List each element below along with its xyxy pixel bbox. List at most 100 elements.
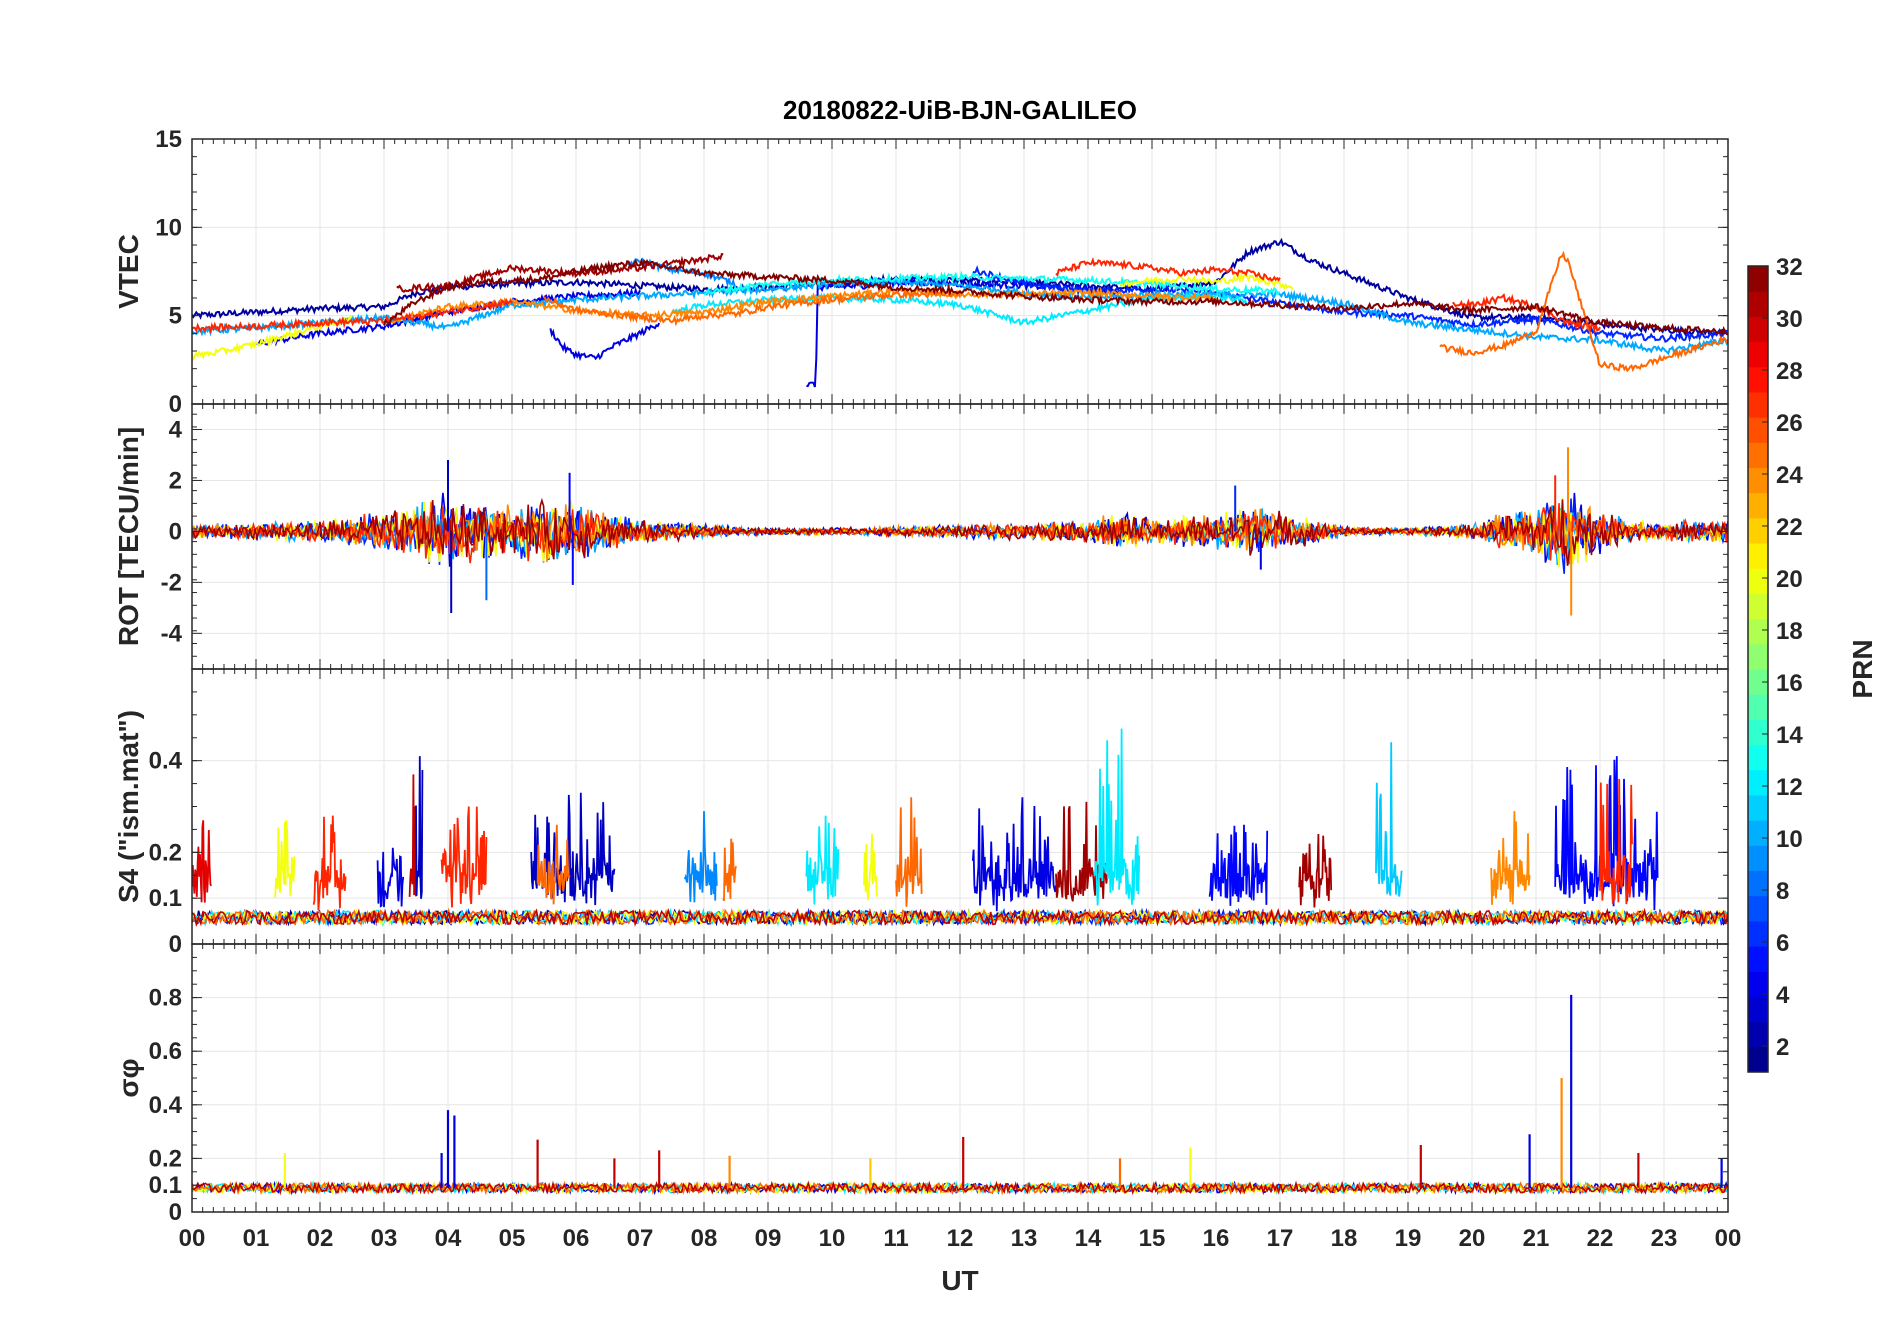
colorbar-segment bbox=[1748, 870, 1768, 897]
colorbar-segment bbox=[1748, 266, 1768, 292]
colorbar-segment bbox=[1748, 492, 1768, 519]
x-tick-label: 14 bbox=[1075, 1225, 1102, 1252]
colorbar-segment bbox=[1748, 366, 1768, 393]
x-tick-label: 21 bbox=[1523, 1225, 1550, 1252]
colorbar-segment bbox=[1748, 467, 1768, 494]
colorbar-segment bbox=[1748, 341, 1768, 368]
colorbar-segment bbox=[1748, 568, 1768, 594]
colorbar-segment bbox=[1748, 744, 1768, 771]
colorbar-segment bbox=[1748, 820, 1768, 846]
y-tick-label: 0.6 bbox=[149, 1038, 182, 1065]
x-tick-label: 09 bbox=[755, 1225, 782, 1252]
x-tick-label: 15 bbox=[1139, 1225, 1166, 1252]
panel-3-series bbox=[192, 728, 1728, 928]
y-tick-label: 0.4 bbox=[149, 1092, 183, 1119]
s4-burst bbox=[192, 820, 213, 903]
data-layer bbox=[192, 237, 1728, 1196]
x-tick-label: 04 bbox=[435, 1225, 462, 1252]
colorbar-segment bbox=[1748, 543, 1768, 569]
y-tick-label: -2 bbox=[161, 569, 182, 596]
colorbar-segment bbox=[1748, 794, 1768, 821]
y-tick-label: 2 bbox=[169, 467, 182, 494]
y-tick-label: 0.1 bbox=[149, 1172, 182, 1199]
colorbar-segment bbox=[1748, 291, 1768, 317]
colorbar-segment bbox=[1748, 316, 1768, 343]
s4-burst bbox=[805, 815, 840, 905]
y-tick-label: 0 bbox=[169, 518, 182, 545]
s4-burst bbox=[1208, 824, 1269, 906]
vtec-line bbox=[1055, 257, 1281, 282]
colorbar-tick-label: 30 bbox=[1776, 306, 1803, 333]
s4-burst bbox=[376, 847, 405, 908]
s4-burst bbox=[536, 824, 571, 905]
x-axis-label: UT bbox=[941, 1265, 978, 1296]
colorbar-segment bbox=[1748, 996, 1768, 1023]
colorbar-tick-label: 6 bbox=[1776, 930, 1789, 957]
x-tick-label: 23 bbox=[1651, 1225, 1678, 1252]
s4-burst bbox=[971, 797, 1057, 912]
x-tick-label: 01 bbox=[243, 1225, 270, 1252]
colorbar-segment bbox=[1748, 593, 1768, 620]
x-tick-label: 17 bbox=[1267, 1225, 1294, 1252]
colorbar-tick-label: 18 bbox=[1776, 618, 1803, 645]
vtec-line bbox=[192, 298, 513, 334]
colorbar-segment bbox=[1748, 618, 1768, 645]
s4-burst bbox=[1599, 778, 1633, 905]
x-tick-label: 00 bbox=[179, 1225, 206, 1252]
colorbar-tick-label: 16 bbox=[1776, 670, 1803, 697]
vtec-line bbox=[626, 257, 737, 288]
panel-2-y-label: ROT [TECU/min] bbox=[113, 427, 144, 646]
y-tick-label: 15 bbox=[155, 126, 182, 153]
s4-baseline bbox=[192, 907, 1728, 928]
colorbar-segment bbox=[1748, 971, 1768, 997]
s4-burst bbox=[895, 797, 923, 907]
x-tick-label: 20 bbox=[1459, 1225, 1486, 1252]
s4-burst bbox=[440, 806, 488, 908]
x-tick-label: 22 bbox=[1587, 1225, 1614, 1252]
colorbar-segment bbox=[1748, 769, 1768, 796]
vtec-line bbox=[192, 276, 1728, 356]
colorbar-tick-label: 24 bbox=[1776, 462, 1803, 489]
x-tick-label: 03 bbox=[371, 1225, 398, 1252]
s4-burst bbox=[1093, 728, 1141, 906]
y-tick-label: 0 bbox=[169, 931, 182, 958]
s4-burst bbox=[683, 811, 718, 903]
x-tick-label: 11 bbox=[883, 1225, 908, 1252]
x-tick-label: 00 bbox=[1715, 1225, 1742, 1252]
colorbar-segment bbox=[1748, 417, 1768, 443]
colorbar-tick-label: 4 bbox=[1776, 982, 1790, 1009]
s4-burst bbox=[1490, 811, 1531, 905]
x-tick-label: 10 bbox=[819, 1225, 846, 1252]
y-tick-label: 5 bbox=[169, 303, 182, 330]
y-tick-label: 0.2 bbox=[149, 839, 182, 866]
y-tick-label: 0.8 bbox=[149, 985, 182, 1012]
x-tick-label: 16 bbox=[1203, 1225, 1230, 1252]
colorbar-segment bbox=[1748, 1021, 1768, 1048]
x-tick-label: 18 bbox=[1331, 1225, 1358, 1252]
colorbar-label: PRN bbox=[1847, 639, 1878, 698]
colorbar-frame bbox=[1747, 265, 1769, 1073]
colorbar: 32 30 28 26 24 22 20 18 16 14 12 10 8 6 4 2 PRN bbox=[1747, 254, 1878, 1073]
x-tick-label: 02 bbox=[307, 1225, 334, 1252]
x-tick-label: 13 bbox=[1011, 1225, 1038, 1252]
vtec-line bbox=[549, 322, 661, 362]
colorbar-segment bbox=[1748, 946, 1768, 972]
s4-burst bbox=[1375, 742, 1403, 897]
colorbar-tick-label: 22 bbox=[1776, 514, 1803, 541]
colorbar-segment bbox=[1748, 694, 1768, 720]
y-tick-label: 0.1 bbox=[149, 885, 182, 912]
colorbar-segment bbox=[1748, 442, 1768, 468]
s4-burst bbox=[722, 838, 737, 902]
colorbar-segment bbox=[1748, 920, 1768, 947]
s4-burst bbox=[863, 833, 878, 901]
x-tick-label: 05 bbox=[499, 1225, 526, 1252]
colorbar-tick-label: 2 bbox=[1776, 1034, 1789, 1061]
vtec-line bbox=[1119, 271, 1294, 291]
panel-4-y-label: σφ bbox=[113, 1058, 144, 1097]
panel-1-y-label: VTEC bbox=[113, 234, 144, 309]
colorbar-segment bbox=[1748, 643, 1768, 670]
colorbar-segment bbox=[1748, 391, 1768, 418]
panel-3-y-label: S4 ("ism.mat") bbox=[113, 710, 144, 903]
colorbar-segment bbox=[1748, 719, 1768, 746]
